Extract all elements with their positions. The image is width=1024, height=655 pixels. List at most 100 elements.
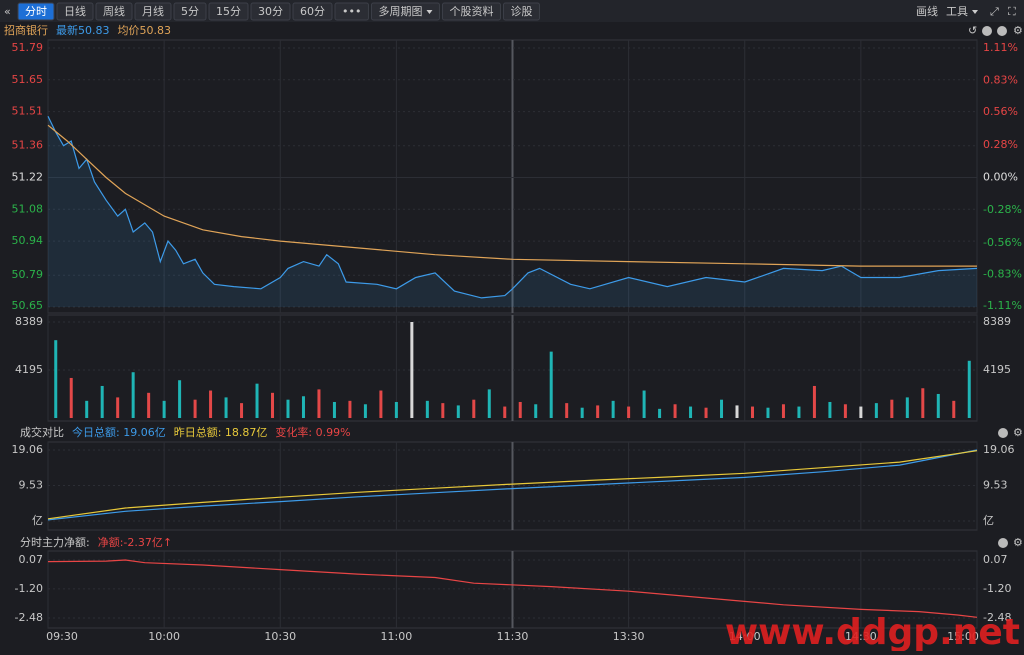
y-tick-label: 9.53 bbox=[19, 479, 44, 492]
volume-bar bbox=[766, 407, 770, 418]
x-tick-label: 11:00 bbox=[381, 630, 413, 643]
settings-icon[interactable]: ⚙ bbox=[1013, 426, 1023, 439]
y-tick-label: 0.07 bbox=[983, 553, 1008, 566]
y2-tick-label: -0.56% bbox=[983, 236, 1022, 249]
toolbar-button-label[interactable]: 诊股 bbox=[510, 4, 532, 18]
volume-bar bbox=[812, 385, 816, 418]
y2-tick-label: -1.11% bbox=[983, 299, 1022, 312]
y-tick-label: 19.06 bbox=[983, 443, 1015, 456]
volume-bar bbox=[286, 399, 290, 418]
settings-icon[interactable]: ⚙ bbox=[1013, 24, 1023, 37]
y-tick-label: 4195 bbox=[15, 363, 43, 376]
volume-bar bbox=[425, 400, 429, 418]
volume-bar bbox=[472, 399, 476, 418]
volume-bar bbox=[271, 392, 275, 418]
y-tick-label: -2.48 bbox=[15, 611, 43, 624]
y-tick-label: -1.20 bbox=[983, 582, 1011, 595]
volume-bar bbox=[642, 390, 646, 418]
y-tick-label: 0.07 bbox=[19, 553, 44, 566]
toolbar-button-label[interactable]: 30分 bbox=[258, 5, 283, 18]
undo-icon[interactable]: ↺ bbox=[968, 24, 977, 37]
x-tick-label: 11:30 bbox=[497, 630, 529, 643]
close-icon[interactable] bbox=[998, 428, 1008, 438]
volume-bar bbox=[689, 406, 693, 418]
toolbar-button-label[interactable]: 日线 bbox=[64, 4, 86, 18]
volume-bar bbox=[890, 399, 894, 418]
volume-bar bbox=[750, 406, 754, 418]
close-icon[interactable] bbox=[998, 538, 1008, 548]
volume-bar bbox=[116, 397, 120, 418]
toolbar-button-label[interactable]: 5分 bbox=[181, 5, 199, 18]
volume-bar bbox=[967, 360, 971, 418]
toolbar-button[interactable] bbox=[56, 2, 94, 21]
volume-bar bbox=[487, 389, 491, 418]
toolbar-button-label[interactable]: 多周期图 bbox=[378, 4, 422, 18]
collapse-icon[interactable]: « bbox=[4, 5, 11, 18]
y-tick-label: 50.65 bbox=[12, 299, 44, 312]
volume-bar bbox=[301, 396, 305, 418]
toolbar-button[interactable] bbox=[292, 2, 333, 21]
series-line bbox=[47, 450, 978, 520]
settings-icon[interactable]: ⚙ bbox=[1013, 536, 1023, 549]
zoom-in-icon[interactable] bbox=[982, 26, 992, 36]
y-tick-label: 51.22 bbox=[12, 171, 44, 184]
window-icons: ↺ ⚙ ⚙ ⚙ bbox=[968, 24, 1023, 549]
volume-bar bbox=[549, 351, 553, 418]
volume-bar bbox=[596, 405, 600, 418]
x-tick-label: 10:00 bbox=[148, 630, 180, 643]
y2-tick-label: 1.11% bbox=[983, 41, 1018, 54]
dropdown-arrow bbox=[972, 10, 978, 14]
toolbar-button-label[interactable]: 分时 bbox=[25, 5, 47, 18]
toolbar-button-label[interactable]: 月线 bbox=[142, 4, 164, 18]
toolbar-button-label[interactable]: 60分 bbox=[300, 5, 325, 18]
volume-bar bbox=[534, 404, 538, 418]
series-line bbox=[47, 559, 978, 618]
toolbar-button-label[interactable]: ••• bbox=[342, 5, 361, 18]
x-tick-label: 13:30 bbox=[613, 630, 645, 643]
toolbar-button[interactable] bbox=[134, 2, 172, 21]
dropdown-arrow bbox=[426, 10, 433, 14]
toolbar-button[interactable] bbox=[441, 2, 501, 21]
toolbar-button[interactable] bbox=[334, 2, 369, 21]
toolbar-button[interactable] bbox=[173, 2, 207, 21]
y-tick-label: -1.20 bbox=[15, 582, 43, 595]
toolbar-button[interactable] bbox=[370, 2, 440, 21]
volume-bar bbox=[209, 390, 213, 418]
x-tick-label: 15:00 bbox=[947, 630, 979, 643]
volume-bar bbox=[100, 385, 104, 418]
volume-bar bbox=[503, 406, 507, 418]
volume-bar bbox=[565, 403, 569, 418]
y2-tick-label: 0.28% bbox=[983, 138, 1018, 151]
y-tick-label: 51.65 bbox=[12, 73, 44, 86]
toolbar-button[interactable] bbox=[250, 2, 291, 21]
legend-text: 最新50.83 bbox=[56, 23, 110, 37]
volume-bar bbox=[797, 406, 801, 418]
toolbar-button-label[interactable]: 15分 bbox=[216, 5, 241, 18]
volume-bar bbox=[720, 399, 724, 418]
toolbar-button[interactable] bbox=[17, 2, 55, 21]
volume-bar bbox=[147, 392, 151, 418]
expand-icon[interactable]: ⛶ bbox=[1008, 5, 1016, 18]
volume-bar bbox=[735, 405, 739, 418]
toolbar-link[interactable]: 画线 bbox=[916, 4, 938, 18]
fullscreen-icon[interactable]: ⤢ bbox=[990, 5, 999, 18]
volume-bar bbox=[69, 377, 73, 418]
toolbar-button[interactable] bbox=[208, 2, 249, 21]
zoom-out-icon[interactable] bbox=[997, 26, 1007, 36]
price-area bbox=[48, 116, 977, 307]
toolbar-button[interactable] bbox=[502, 2, 540, 21]
toolbar-button-label[interactable]: 周线 bbox=[103, 4, 125, 18]
volume-bar bbox=[936, 393, 940, 418]
toolbar-link[interactable]: 工具 bbox=[946, 5, 968, 18]
toolbar-button-label[interactable]: 个股资料 bbox=[449, 4, 493, 18]
volume-bar bbox=[379, 390, 383, 418]
y-tick-label: 8389 bbox=[983, 315, 1011, 328]
legend-text: 变化率: 0.99% bbox=[275, 425, 350, 439]
volume-bar bbox=[673, 404, 677, 418]
volume-bar bbox=[518, 401, 522, 418]
toolbar-button[interactable] bbox=[95, 2, 133, 21]
volume-bar bbox=[952, 400, 956, 418]
x-tick-label: 10:30 bbox=[264, 630, 296, 643]
legend-text: 今日总额: 19.06亿 bbox=[72, 425, 166, 439]
